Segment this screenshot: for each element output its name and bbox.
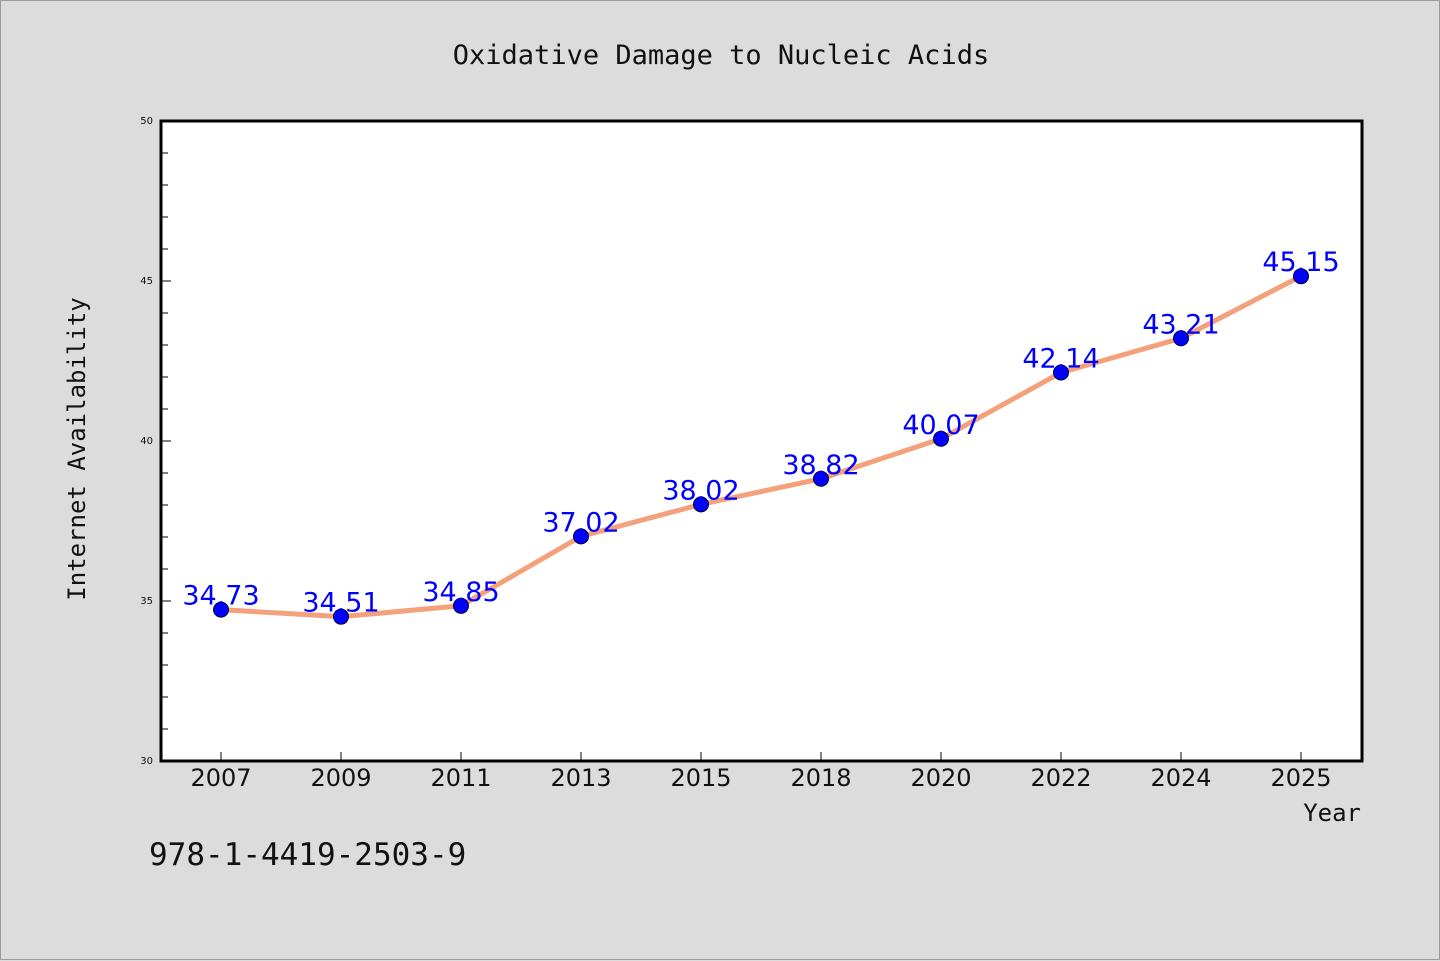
x-tick-label: 2024 — [1150, 764, 1211, 792]
data-point — [813, 470, 829, 487]
x-tick-label: 2009 — [310, 764, 371, 792]
data-label: 38.82 — [782, 450, 859, 481]
data-point — [333, 608, 349, 625]
x-axis: 2007 2009 2011 2013 2015 2018 2020 2022 2024 2025 — [190, 752, 1332, 792]
data-label: 42.14 — [1022, 344, 1099, 375]
data-labels: 34.73 34.51 34.85 37.02 38.02 38.82 40.07 42.14… — [182, 247, 1339, 618]
x-tick-label: 2022 — [1030, 764, 1091, 792]
data-point — [933, 430, 949, 447]
y-tick-label: 50 — [140, 116, 153, 127]
data-label: 45.15 — [1262, 247, 1339, 278]
x-axis-label: Year — [1303, 799, 1361, 827]
data-label: 37.02 — [542, 507, 619, 538]
series-line — [218, 273, 1304, 620]
y-tick-label: 45 — [140, 276, 153, 287]
y-tick-label: 30 — [140, 756, 153, 767]
x-tick-label: 2020 — [910, 764, 971, 792]
y-tick-label: 40 — [140, 436, 153, 447]
data-point — [1293, 268, 1309, 285]
data-label: 34.85 — [422, 577, 499, 608]
y-tick-label: 35 — [140, 596, 153, 607]
plot-area — [159, 119, 1364, 763]
data-label: 34.51 — [302, 588, 379, 619]
data-point — [573, 528, 589, 545]
data-label: 43.21 — [1142, 309, 1219, 340]
data-point — [1053, 364, 1069, 381]
data-label: 38.02 — [662, 475, 739, 506]
x-tick-label: 2025 — [1270, 764, 1331, 792]
y-axis-label: Internet Availability — [63, 297, 91, 600]
x-tick-label: 2015 — [670, 764, 731, 792]
x-tick-label: 2011 — [430, 764, 491, 792]
chart-title: Oxidative Damage to Nucleic Acids — [453, 40, 989, 71]
x-tick-label: 2007 — [190, 764, 251, 792]
data-point — [1173, 330, 1189, 347]
data-markers — [213, 268, 1309, 625]
data-point — [693, 496, 709, 513]
x-tick-label: 2018 — [790, 764, 851, 792]
data-point — [213, 601, 229, 618]
x-tick-label: 2013 — [550, 764, 611, 792]
y-axis: 30 35 40 45 50 — [140, 116, 171, 767]
data-label: 34.73 — [182, 581, 259, 612]
data-point — [453, 597, 469, 614]
isbn-annotation: 978-1-4419-2503-9 — [149, 837, 466, 873]
data-label: 40.07 — [902, 410, 979, 441]
